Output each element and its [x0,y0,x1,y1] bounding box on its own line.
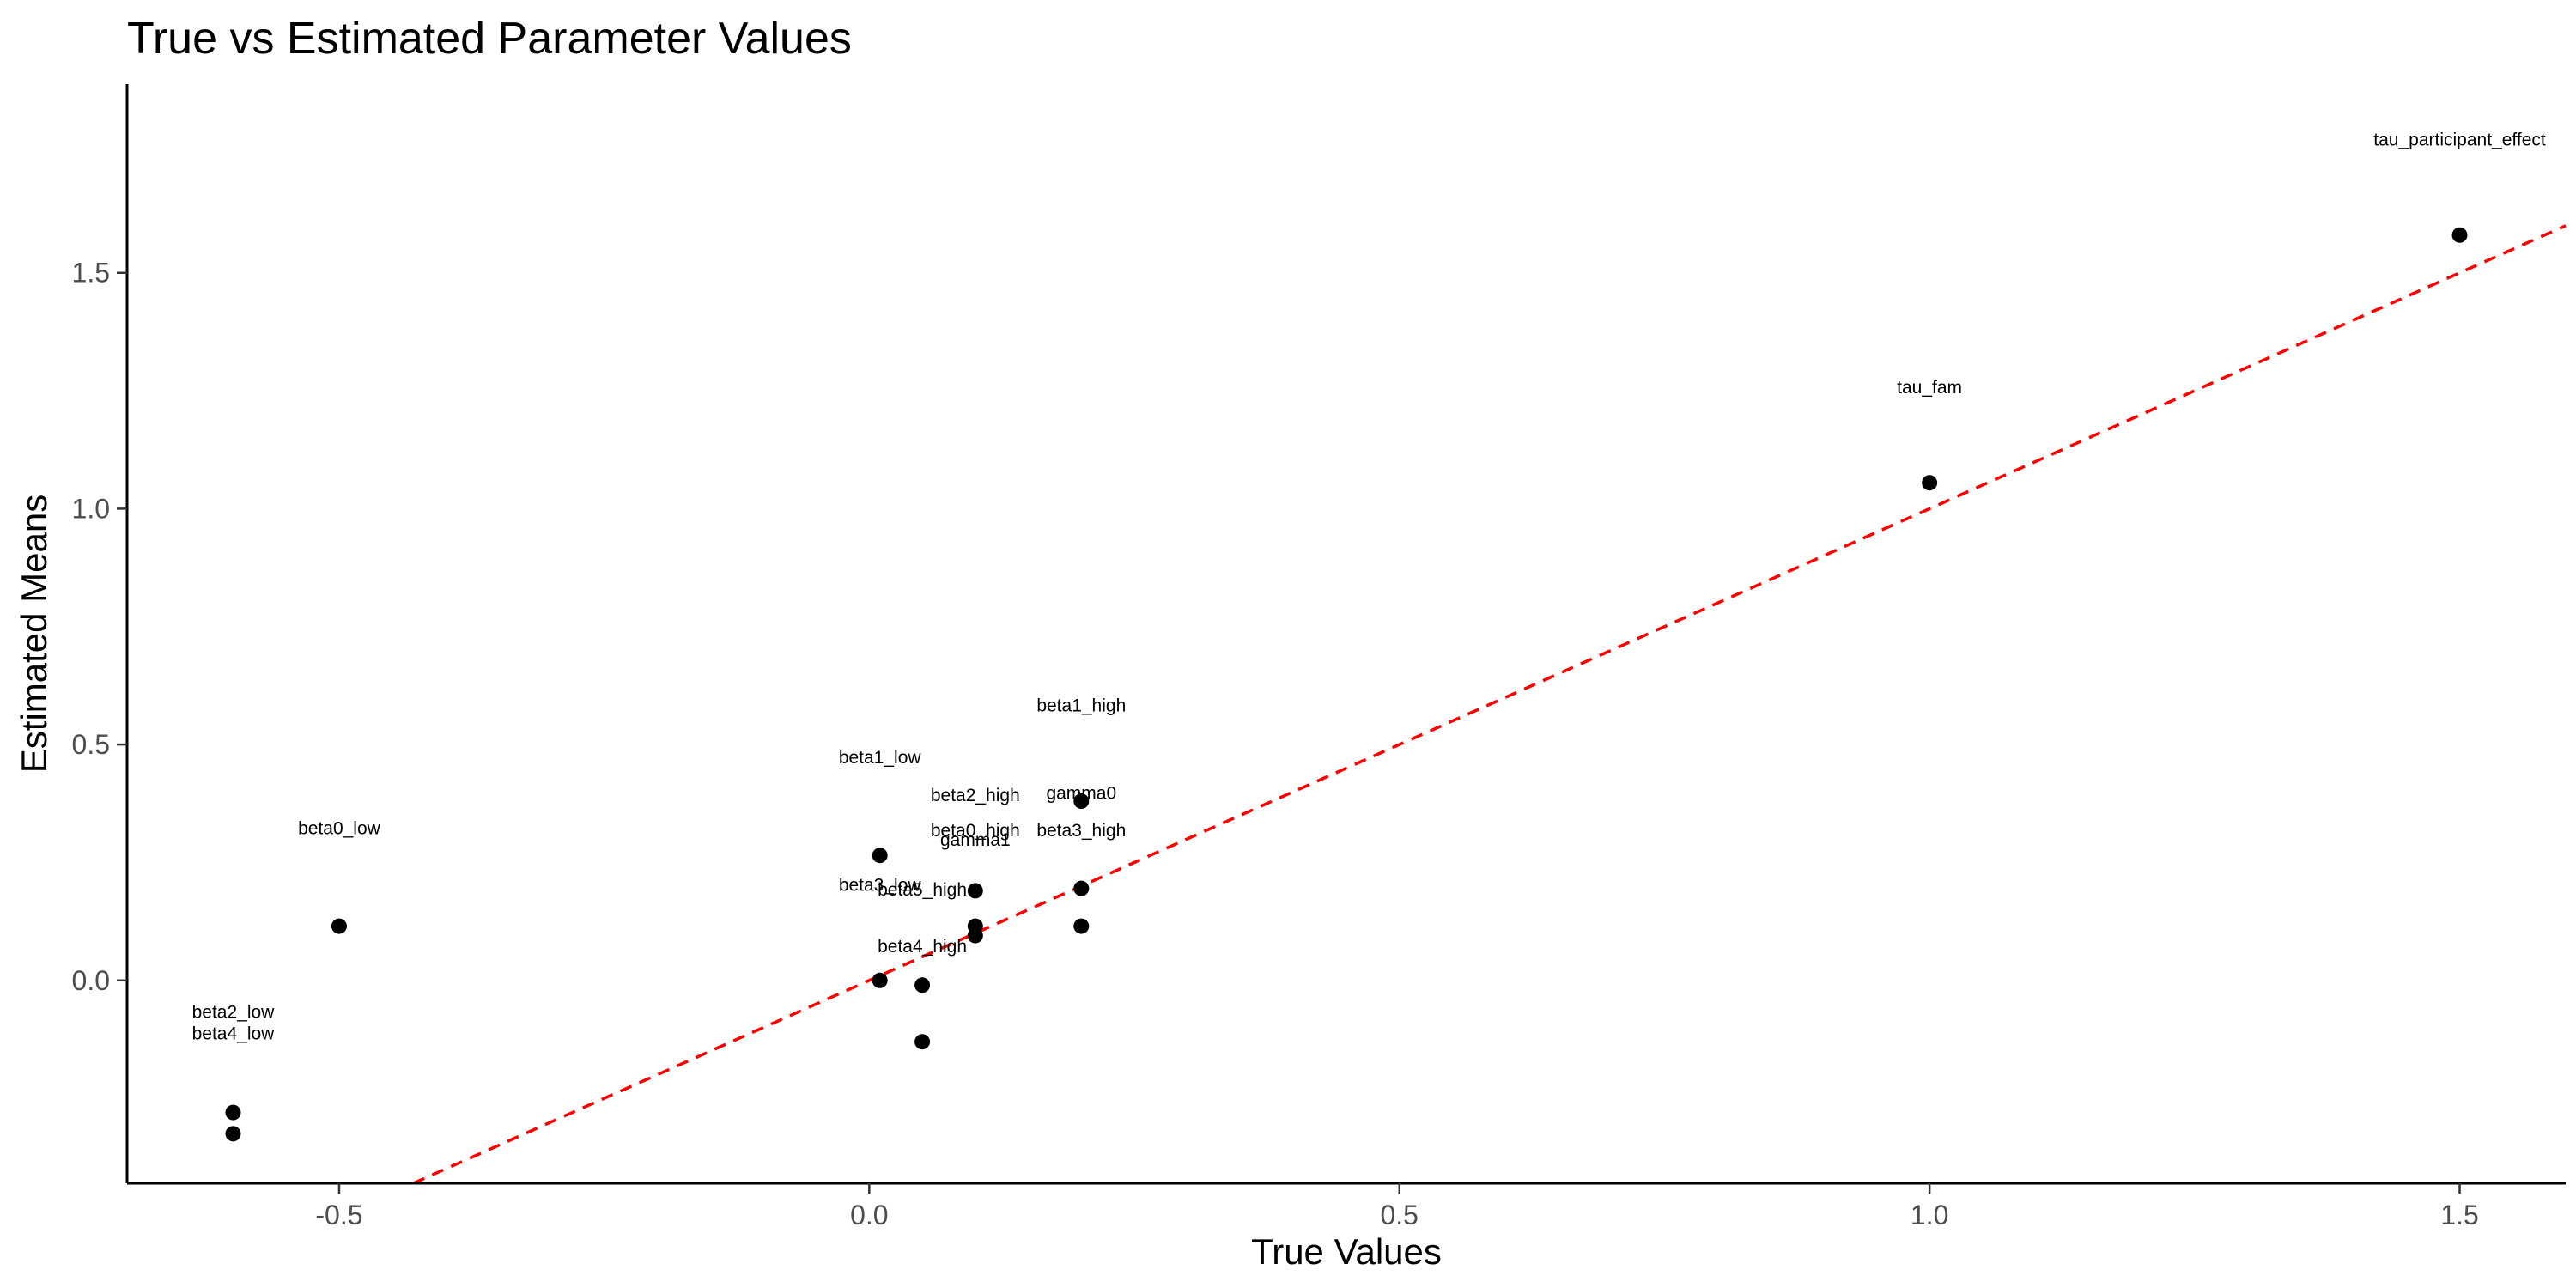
data-point [225,1104,241,1121]
data-point [967,927,983,944]
point-label: beta3_low [839,875,922,895]
point-label: beta0_low [298,818,381,838]
point-label: gamma1 [940,830,1011,850]
point-label: beta4_high [878,937,967,957]
data-point [1073,880,1090,896]
point-label: tau_participant_effect [2373,130,2546,149]
y-tick-label: 0.5 [72,729,110,760]
data-point [967,883,983,899]
x-tick-label: 0.5 [1380,1200,1418,1230]
data-point [872,972,888,988]
x-tick-label: 1.0 [1911,1200,1948,1230]
data-point [1073,793,1090,810]
point-label: beta3_high [1036,821,1126,841]
y-axis-title: Estimated Means [14,495,54,773]
data-point [914,1034,931,1050]
y-axis-ticks: 0.0 0.5 1.0 1.5 [72,258,127,996]
data-point [331,918,347,934]
point-label: gamma0 [1046,783,1116,803]
y-tick-label: 1.5 [72,258,110,289]
plot-area: tau_participant_effect tau_fam beta1_highg… [192,130,2567,1185]
data-point [2451,227,2468,243]
reference-line [412,224,2567,1185]
y-tick-label: 0.0 [72,965,110,996]
x-tick-label: 1.5 [2440,1200,2478,1230]
x-tick-label: 0.0 [850,1200,888,1230]
point-label: tau_fam [1897,378,1962,398]
data-point [1922,475,1938,491]
point-label: beta4_low [192,1024,276,1043]
point-label: beta1_low [839,748,922,768]
chart-title: True vs Estimated Parameter Values [127,14,852,64]
data-point [1073,918,1090,934]
x-axis-ticks: -0.5 0.0 0.5 1.0 1.5 [315,1183,2479,1230]
data-point [872,848,888,864]
y-tick-label: 1.0 [72,493,110,524]
x-axis-title: True Values [1251,1231,1442,1272]
point-label: beta5_high [878,880,967,900]
data-point [225,1126,241,1142]
point-label: beta2_high [931,786,1020,805]
x-tick-label: -0.5 [315,1200,362,1230]
point-label: beta0_high [931,821,1020,841]
point-label: beta1_high [1036,696,1126,716]
data-point [914,977,931,993]
point-label: beta2_low [192,1003,276,1023]
